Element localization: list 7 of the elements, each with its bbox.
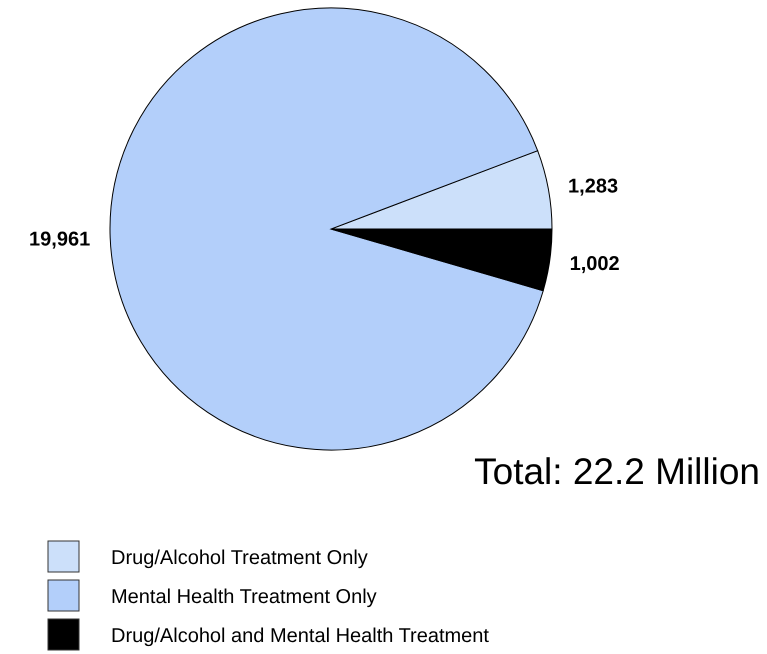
legend-label: Drug/Alcohol Treatment Only	[111, 547, 368, 569]
data-label: 1,283	[568, 176, 618, 198]
text: Total: 22.2 Million	[474, 451, 760, 492]
legend-label: Mental Health Treatment Only	[111, 586, 377, 608]
legend-label: Drug/Alcohol and Mental Health Treatment	[111, 625, 490, 647]
data-label: 19,961	[29, 228, 90, 251]
data-label: 1,002	[570, 252, 620, 275]
